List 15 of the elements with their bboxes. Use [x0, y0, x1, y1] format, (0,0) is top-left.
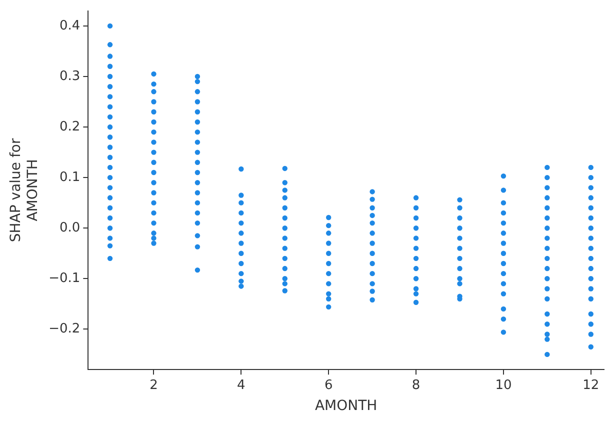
- y-tick-label: −0.2: [48, 322, 80, 337]
- x-tick-label: 8: [412, 378, 420, 393]
- x-tick-label: 10: [495, 378, 512, 393]
- y-tick-label: 0.3: [59, 68, 80, 84]
- y-axis-title: SHAP value for AMONTH: [8, 138, 41, 242]
- y-tick-label: 0.1: [59, 170, 80, 185]
- x-tick-label: 4: [237, 378, 246, 393]
- x-tick-label: 2: [150, 378, 158, 393]
- x-tick-label: 6: [324, 378, 333, 393]
- y-tick-label: 0.4: [59, 18, 80, 34]
- y-tick-label: 0.2: [59, 119, 80, 134]
- y-tick-label: 0.0: [59, 220, 80, 236]
- x-tick-label: 12: [582, 378, 600, 393]
- x-axis-title: AMONTH: [314, 398, 378, 414]
- y-tick-label: −0.1: [48, 271, 80, 286]
